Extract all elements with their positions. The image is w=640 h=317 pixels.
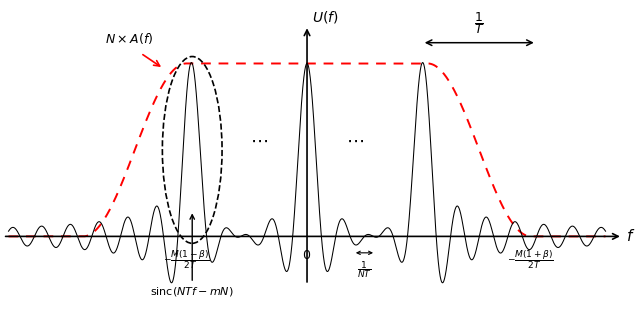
Text: $-\dfrac{M(1-\beta)}{2T}$: $-\dfrac{M(1-\beta)}{2T}$ — [163, 249, 210, 271]
Text: $-\dfrac{M(1+\beta)}{2T}$: $-\dfrac{M(1+\beta)}{2T}$ — [508, 249, 554, 271]
Text: $\cdots$: $\cdots$ — [250, 132, 268, 150]
Text: $\mathrm{sinc}(NTf-mN)$: $\mathrm{sinc}(NTf-mN)$ — [150, 285, 234, 298]
Text: $0$: $0$ — [303, 249, 312, 262]
Text: $U(f)$: $U(f)$ — [312, 10, 339, 25]
Text: $f$: $f$ — [626, 228, 636, 244]
Text: $\cdots$: $\cdots$ — [346, 132, 364, 150]
Text: $\dfrac{1}{T}$: $\dfrac{1}{T}$ — [474, 10, 484, 36]
Text: $\dfrac{1}{NT}$: $\dfrac{1}{NT}$ — [357, 259, 372, 280]
Text: $N \times A(f)$: $N \times A(f)$ — [105, 31, 153, 46]
